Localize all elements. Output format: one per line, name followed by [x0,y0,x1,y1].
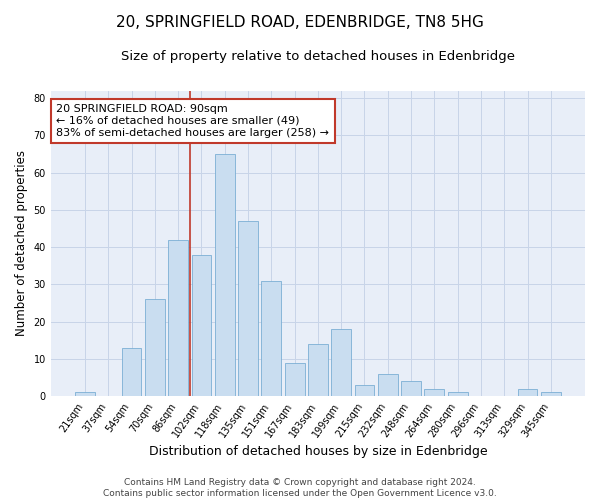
Y-axis label: Number of detached properties: Number of detached properties [15,150,28,336]
Bar [424,388,444,396]
Bar [262,280,281,396]
Bar [168,240,188,396]
Bar [215,154,235,396]
Text: 20, SPRINGFIELD ROAD, EDENBRIDGE, TN8 5HG: 20, SPRINGFIELD ROAD, EDENBRIDGE, TN8 5H… [116,15,484,30]
Text: Contains HM Land Registry data © Crown copyright and database right 2024.
Contai: Contains HM Land Registry data © Crown c… [103,478,497,498]
Bar [541,392,561,396]
Bar [518,388,538,396]
Bar [122,348,142,396]
Bar [285,362,305,396]
Bar [191,254,211,396]
Bar [355,385,374,396]
Title: Size of property relative to detached houses in Edenbridge: Size of property relative to detached ho… [121,50,515,63]
Bar [401,381,421,396]
Bar [378,374,398,396]
Bar [145,299,165,396]
X-axis label: Distribution of detached houses by size in Edenbridge: Distribution of detached houses by size … [149,444,487,458]
Bar [238,221,258,396]
Bar [308,344,328,396]
Bar [75,392,95,396]
Bar [331,329,351,396]
Text: 20 SPRINGFIELD ROAD: 90sqm
← 16% of detached houses are smaller (49)
83% of semi: 20 SPRINGFIELD ROAD: 90sqm ← 16% of deta… [56,104,329,138]
Bar [448,392,467,396]
